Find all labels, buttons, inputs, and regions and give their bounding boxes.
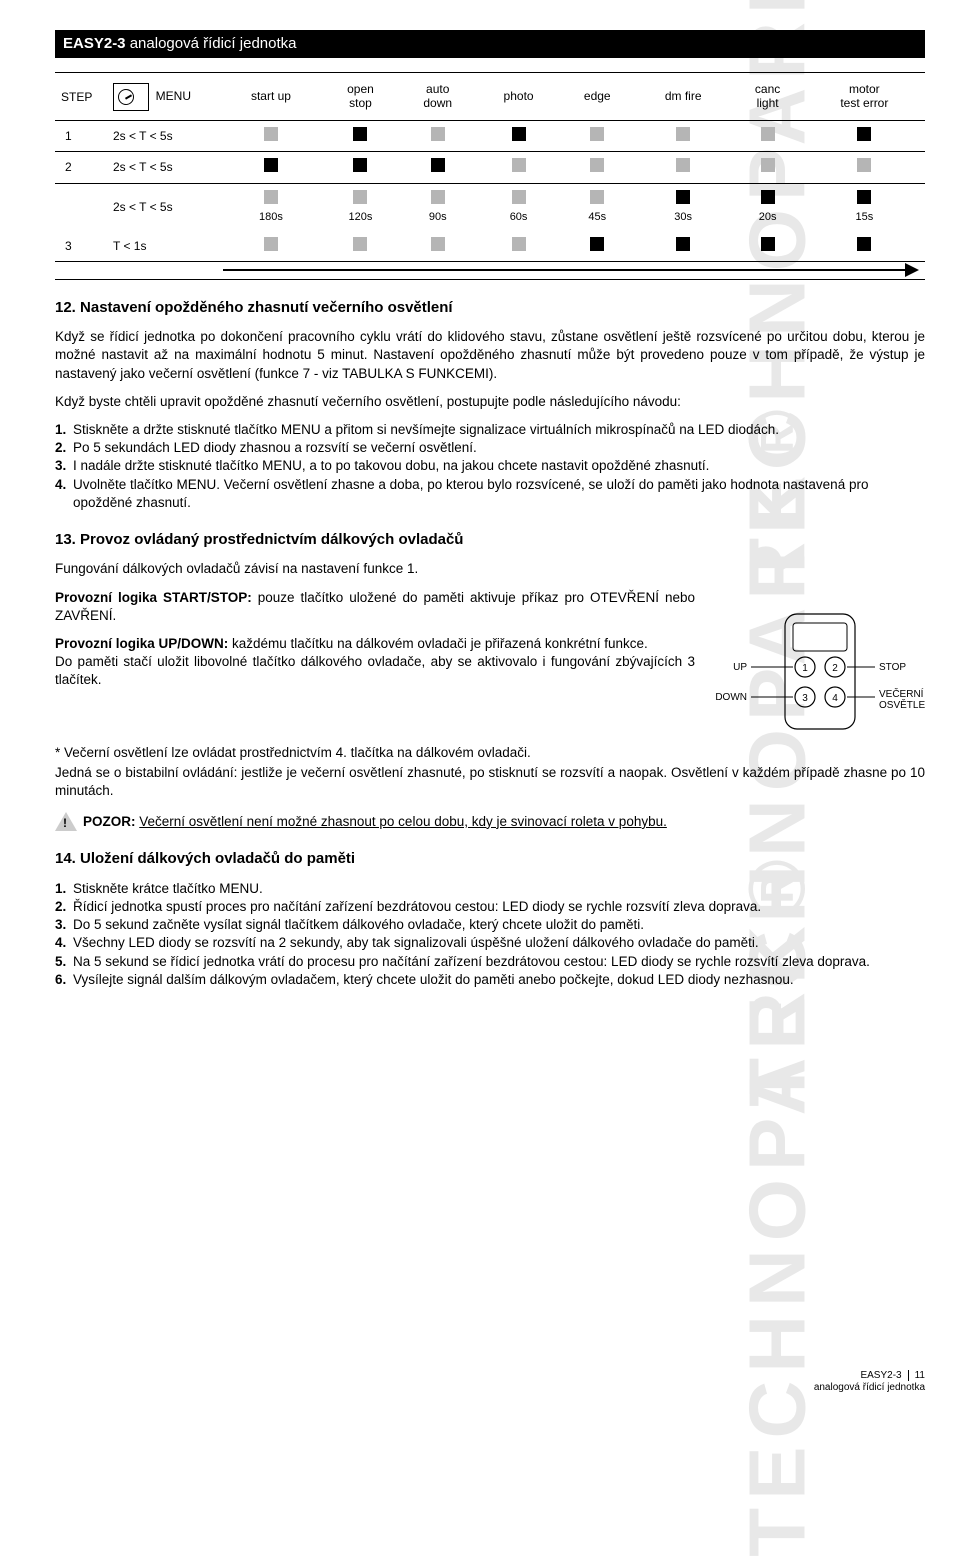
step-item: 3.I nadále držte stisknuté tlačítko MENU… xyxy=(55,457,925,475)
col-photo: photo xyxy=(477,73,559,121)
col-step: STEP xyxy=(55,73,109,121)
step-item: 1.Stiskněte a držte stisknuté tlačítko M… xyxy=(55,421,925,439)
svg-text:UP: UP xyxy=(733,662,747,673)
col-autodown: autodown xyxy=(398,73,477,121)
led-gray xyxy=(353,237,367,251)
led-black xyxy=(590,237,604,251)
led-gray xyxy=(512,237,526,251)
step-item: 4.Všechny LED diody se rozsvítí na 2 sek… xyxy=(55,934,925,952)
knob-icon xyxy=(113,83,149,111)
led-gray xyxy=(761,158,775,172)
svg-text:1: 1 xyxy=(802,663,808,674)
led-black xyxy=(353,127,367,141)
led-black xyxy=(857,127,871,141)
step-item: 3.Do 5 sekund začněte vysílat signál tla… xyxy=(55,916,925,934)
led-gray xyxy=(590,158,604,172)
led-black xyxy=(264,158,278,172)
s13-p1: Fungování dálkových ovladačů závisí na n… xyxy=(55,560,925,578)
page-title-bar: EASY2-3 analogová řídicí jednotka xyxy=(55,30,925,58)
step-item: 1.Stiskněte krátce tlačítko MENU. xyxy=(55,880,925,898)
step-item: 4.Uvolněte tlačítko MENU. Večerní osvětl… xyxy=(55,476,925,512)
led-table: STEP MENU start up openstop autodown pho… xyxy=(55,72,925,280)
led-gray xyxy=(431,237,445,251)
s12-p2: Když byste chtěli upravit opožděné zhasn… xyxy=(55,393,925,411)
svg-text:VEČERNÍOSVĚTLENÍ*: VEČERNÍOSVĚTLENÍ* xyxy=(879,687,925,711)
col-dmfire: dm fire xyxy=(635,73,732,121)
section-13-title: 13. Provoz ovládaný prostřednictvím dálk… xyxy=(55,530,925,550)
led-black xyxy=(353,158,367,172)
svg-text:3: 3 xyxy=(802,693,808,704)
page-footer: EASY2-311 analogová řídicí jednotka xyxy=(814,1370,925,1394)
led-gray xyxy=(431,127,445,141)
s13-p5: Jedná se o bistabilní ovládání: jestliže… xyxy=(55,764,925,800)
led-gray xyxy=(761,127,775,141)
led-black xyxy=(676,237,690,251)
led-gray xyxy=(264,237,278,251)
remote-diagram: 1 2 3 4 UP DOWN STOP VEČERNÍOSVĚTLENÍ* xyxy=(715,609,925,744)
svg-text:2: 2 xyxy=(832,663,838,674)
warning-icon xyxy=(55,812,77,831)
warning-row: POZOR: Večerní osvětlení není možné zhas… xyxy=(55,812,925,831)
step-item: 6.Vysílejte signál dalším dálkovým ovlad… xyxy=(55,971,925,989)
led-gray xyxy=(512,158,526,172)
led-black xyxy=(857,237,871,251)
led-gray xyxy=(512,190,526,204)
svg-text:STOP: STOP xyxy=(879,662,906,673)
svg-text:DOWN: DOWN xyxy=(715,692,747,703)
led-gray xyxy=(590,127,604,141)
section-12-title: 12. Nastavení opožděného zhasnutí večern… xyxy=(55,298,925,318)
s13-p4: * Večerní osvětlení lze ovládat prostřed… xyxy=(55,744,925,762)
col-edge: edge xyxy=(560,73,635,121)
product-name: EASY2-3 xyxy=(63,35,126,52)
arrow-icon xyxy=(223,269,917,271)
led-gray xyxy=(590,190,604,204)
led-gray xyxy=(676,158,690,172)
col-startup: start up xyxy=(219,73,323,121)
s13-p2: Provozní logika START/STOP: pouze tlačít… xyxy=(55,589,695,625)
led-gray xyxy=(431,190,445,204)
led-gray xyxy=(264,190,278,204)
s13-p3: Provozní logika UP/DOWN: každému tlačítk… xyxy=(55,635,695,690)
led-black xyxy=(676,190,690,204)
step-item: 2.Řídicí jednotka spustí proces pro načí… xyxy=(55,898,925,916)
product-subtitle: analogová řídicí jednotka xyxy=(130,35,297,52)
col-openstop: openstop xyxy=(323,73,398,121)
step-item: 2.Po 5 sekundách LED diody zhasnou a roz… xyxy=(55,439,925,457)
led-gray xyxy=(857,158,871,172)
col-motorerr: motortest error xyxy=(804,73,925,121)
led-black xyxy=(761,237,775,251)
led-black xyxy=(857,190,871,204)
s12-p1: Když se řídicí jednotka po dokončení pra… xyxy=(55,328,925,383)
section-14-title: 14. Uložení dálkových ovladačů do paměti xyxy=(55,849,925,869)
led-black xyxy=(761,190,775,204)
led-gray xyxy=(264,127,278,141)
led-gray xyxy=(353,190,367,204)
led-black xyxy=(512,127,526,141)
led-gray xyxy=(676,127,690,141)
step-item: 5.Na 5 sekund se řídicí jednotka vrátí d… xyxy=(55,953,925,971)
col-canclight: canclight xyxy=(732,73,804,121)
led-black xyxy=(431,158,445,172)
col-menu: MENU xyxy=(109,73,219,121)
svg-text:4: 4 xyxy=(832,693,838,704)
